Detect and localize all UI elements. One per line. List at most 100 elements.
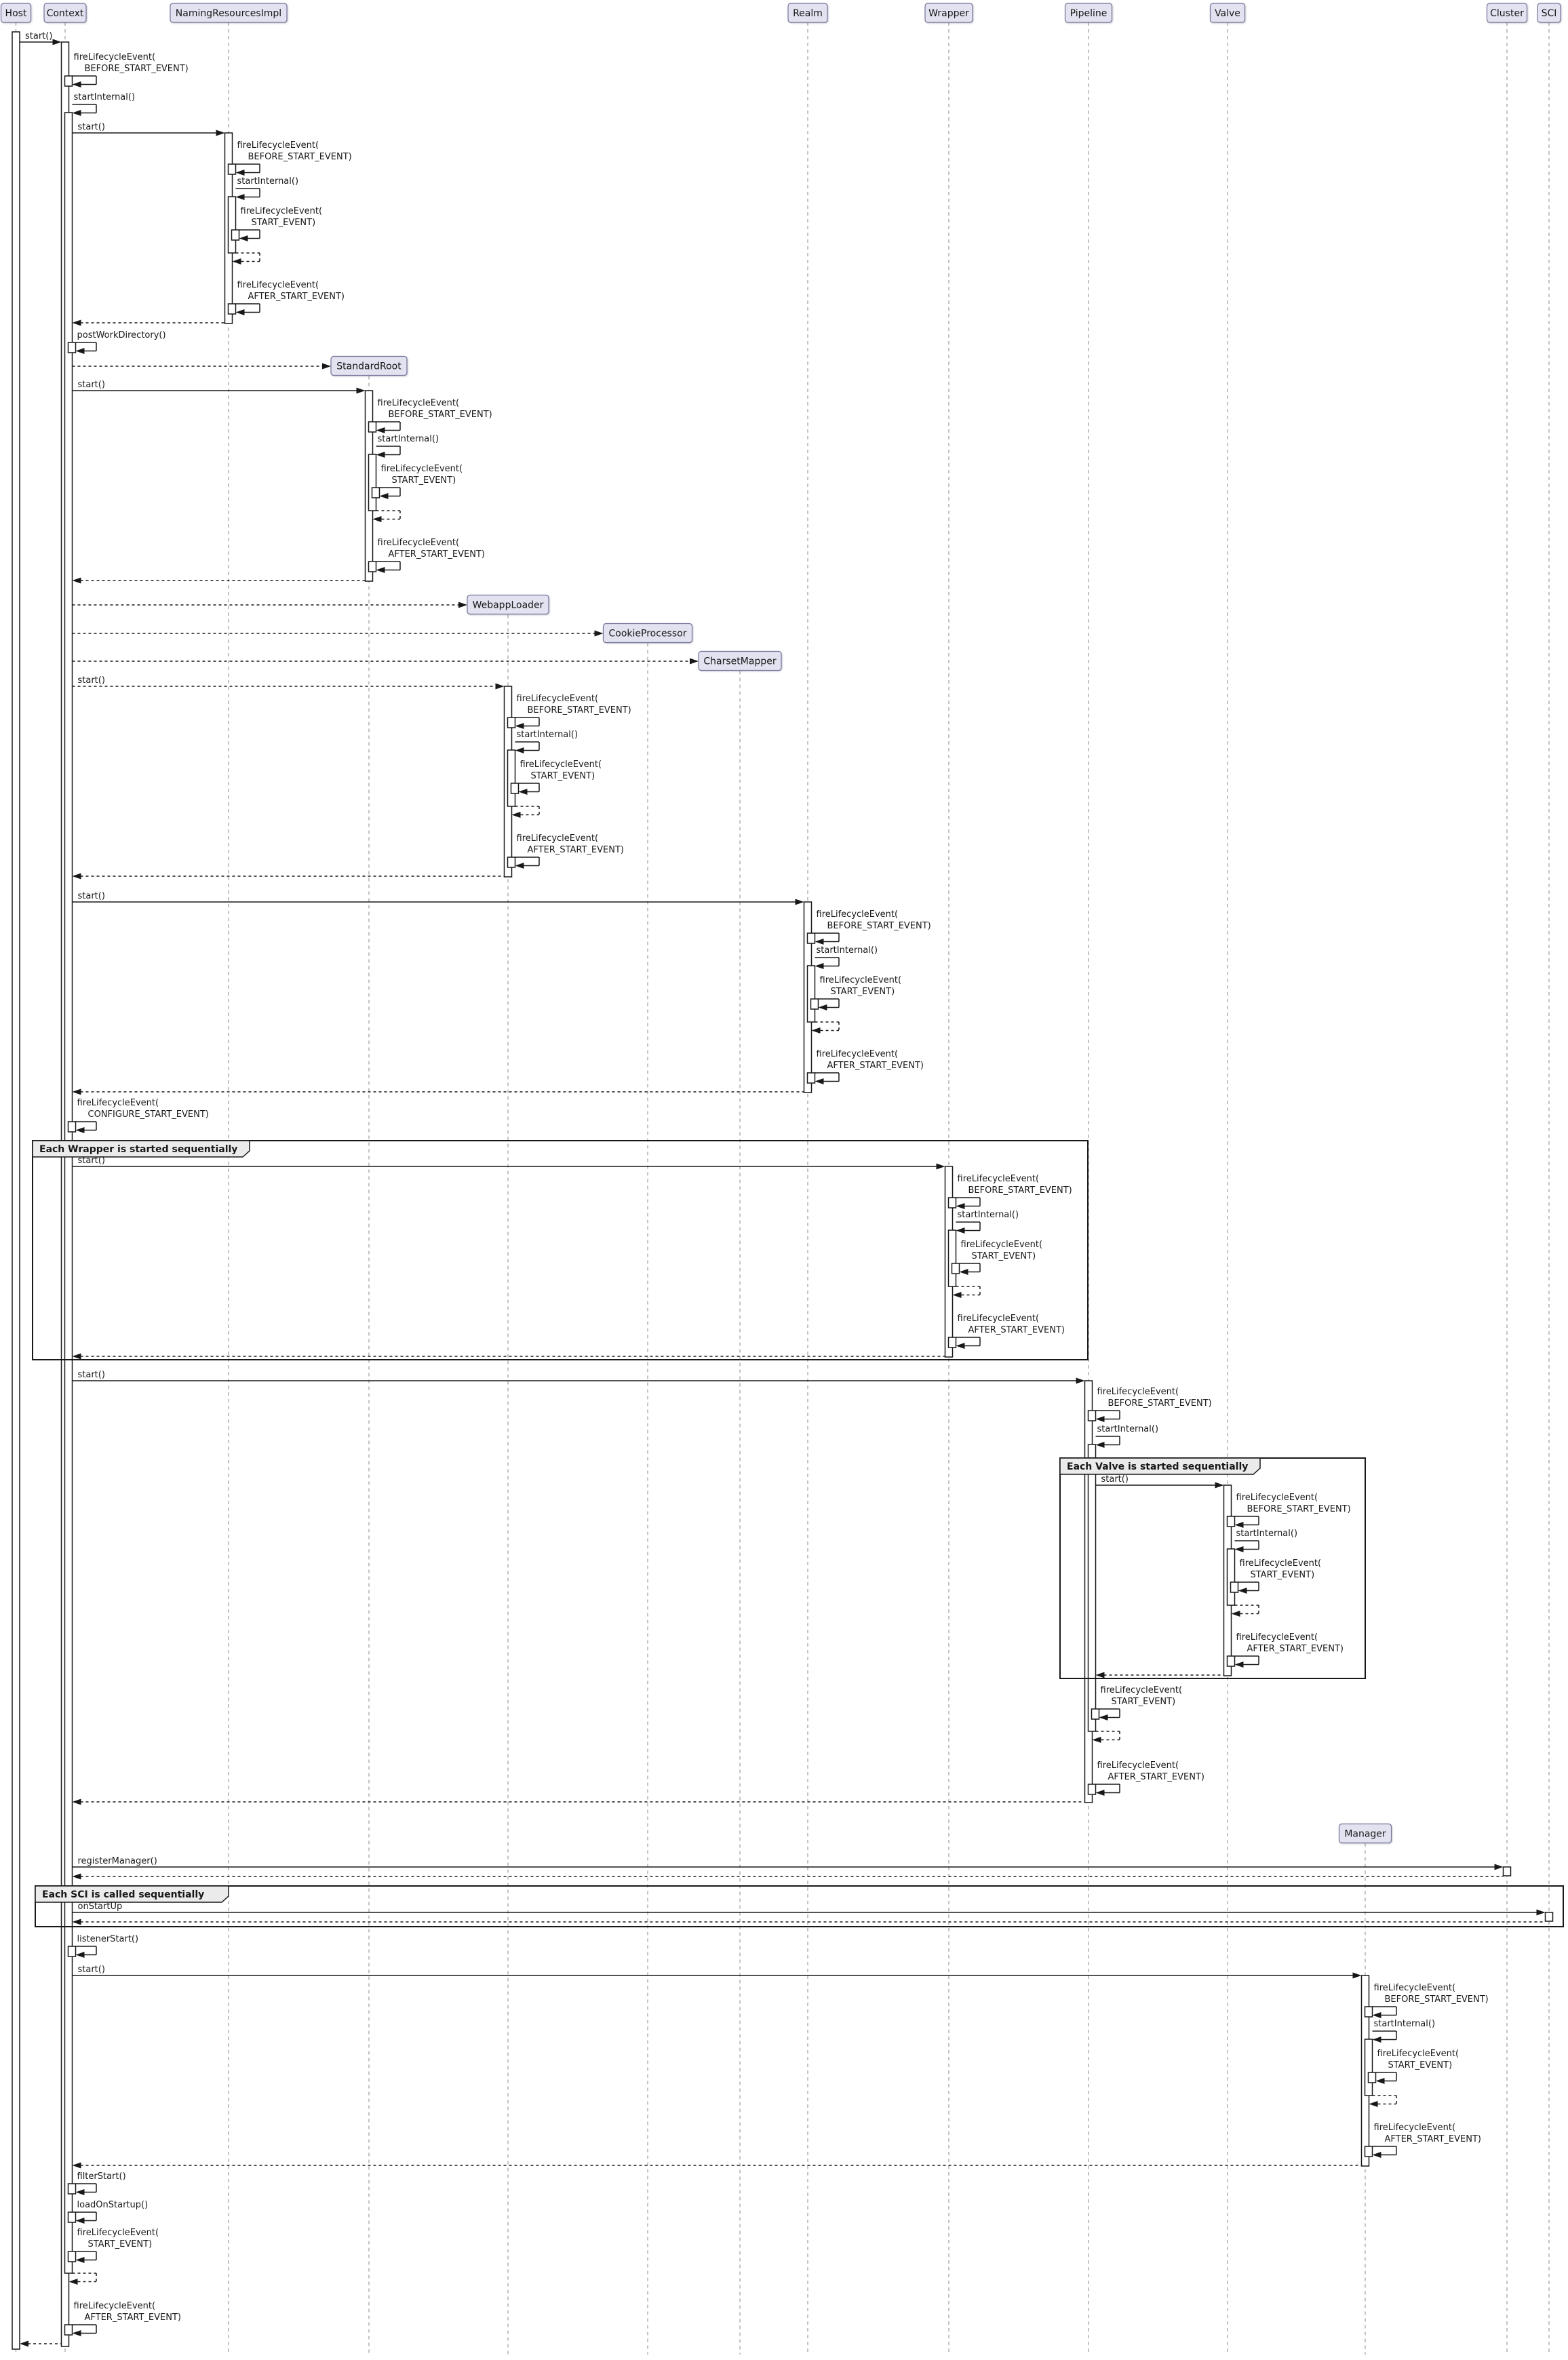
- self-call-arrowhead-icon: [72, 2330, 81, 2336]
- activation-nested-context: [67, 342, 77, 353]
- message-label-line: fireLifecycleEvent(: [74, 52, 156, 62]
- return-arrowhead-icon: [72, 1919, 81, 1925]
- message-label-line: START_EVENT): [1388, 2060, 1453, 2070]
- self-message-label: fireLifecycleEvent(START_EVENT): [1101, 1685, 1183, 1707]
- message-label-line: START_EVENT): [531, 771, 595, 781]
- self-call-arrowhead-icon: [75, 2189, 85, 2195]
- self-message-label: startInternal(): [378, 434, 439, 444]
- message-label-line: registerManager(): [78, 1856, 157, 1866]
- activation-wrapper: [947, 1230, 957, 1287]
- message-label-line: START_EVENT): [831, 987, 895, 997]
- self-message-label: fireLifecycleEvent(START_EVENT): [520, 760, 602, 781]
- activation-nested-context: [64, 2324, 73, 2336]
- participant-label-sci: SCI: [1542, 8, 1557, 19]
- activation-nested-pipeline: [1087, 1410, 1097, 1421]
- self-call-arrowhead-icon: [75, 2257, 85, 2263]
- self-call-arrowhead-icon: [815, 939, 824, 945]
- call-arrowhead-icon: [936, 1163, 945, 1170]
- message-label-line: fireLifecycleEvent(: [77, 1098, 159, 1108]
- activation-valve: [1226, 1548, 1236, 1606]
- return-arrowhead-icon: [72, 319, 81, 326]
- activation-context: [64, 112, 73, 2274]
- self-message-label: fireLifecycleEvent(AFTER_START_EVENT): [1236, 1632, 1344, 1654]
- activation-nested-realm: [810, 998, 819, 1010]
- participant-label-valve: Valve: [1215, 8, 1240, 19]
- activation-nested-context: [64, 75, 73, 87]
- self-return-arrowhead-icon: [68, 2279, 78, 2285]
- participant-cookieprocessor: CookieProcessor: [602, 623, 693, 644]
- activation-nested-pipeline: [1087, 1784, 1097, 1795]
- message-label-line: start(): [78, 380, 105, 390]
- self-call-arrowhead-icon: [75, 348, 85, 354]
- self-call-arrowhead-icon: [815, 1078, 824, 1084]
- self-call-arrowhead-icon: [959, 1269, 968, 1275]
- message-label-line: start(): [78, 891, 105, 901]
- message-label-line: start(): [25, 31, 52, 41]
- message-label-line: loadOnStartup(): [77, 2200, 149, 2210]
- self-message-label: fireLifecycleEvent(BEFORE_START_EVENT): [1374, 1983, 1489, 2005]
- activation-nested-webapploader: [507, 857, 516, 868]
- message-label-line: fireLifecycleEvent(: [1236, 1632, 1318, 1643]
- self-message-label: fireLifecycleEvent(AFTER_START_EVENT): [1374, 2123, 1482, 2144]
- participant-box-wrapper: [924, 3, 973, 23]
- activation-nested-context: [67, 2183, 77, 2195]
- participant-label-cookieprocessor: CookieProcessor: [609, 629, 687, 640]
- activation-nested-context: [67, 1121, 77, 1133]
- activation-nested-manager: [1364, 2006, 1373, 2018]
- activation-pipeline: [1087, 1444, 1097, 1732]
- frame-0: Each Wrapper is started sequentially: [32, 1140, 1089, 1360]
- self-call-arrowhead-icon: [1234, 1522, 1244, 1528]
- activation-nested-realm: [806, 932, 816, 944]
- message-label-line: startInternal(): [517, 730, 579, 740]
- self-message-label: fireLifecycleEvent(BEFORE_START_EVENT): [378, 398, 492, 420]
- message-label-line: startInternal(): [1097, 1424, 1159, 1434]
- self-message-label: fireLifecycleEvent(AFTER_START_EVENT): [237, 280, 345, 302]
- self-call-arrowhead-icon: [1372, 2012, 1381, 2018]
- activation-cluster: [1502, 1866, 1512, 1876]
- self-message-label: startInternal(): [1097, 1424, 1159, 1434]
- message-label-line: AFTER_START_EVENT): [968, 1325, 1065, 1335]
- frame-label-pentagon: [32, 1140, 250, 1158]
- message-label-line: start(): [78, 122, 105, 132]
- message-label-line: AFTER_START_EVENT): [528, 845, 625, 855]
- participant-label-standardroot: StandardRoot: [336, 361, 401, 372]
- message-label-line: START_EVENT): [88, 2239, 153, 2249]
- activation-nested-manager: [1364, 2146, 1373, 2157]
- activation-nested-standardroot: [368, 561, 377, 572]
- participant-label-context: Context: [47, 8, 84, 19]
- call-message-label: start(): [78, 675, 105, 686]
- self-message-label: fireLifecycleEvent(BEFORE_START_EVENT): [74, 52, 189, 74]
- message-label-line: onStartUp: [78, 1902, 123, 1912]
- self-call-arrowhead-icon: [518, 789, 528, 795]
- call-message-label: registerManager(): [78, 1856, 157, 1866]
- participant-webapploader: WebappLoader: [467, 594, 549, 615]
- self-call-arrowhead-icon: [956, 1227, 965, 1234]
- message-label-line: fireLifecycleEvent(: [958, 1314, 1040, 1324]
- message-label-line: fireLifecycleEvent(: [381, 464, 463, 474]
- message-label-line: BEFORE_START_EVENT): [827, 921, 931, 931]
- participant-host: Host: [0, 3, 32, 23]
- self-call-arrowhead-icon: [376, 427, 385, 433]
- self-call-arrowhead-icon: [235, 170, 245, 176]
- self-call-arrowhead-icon: [75, 1127, 85, 1133]
- self-return-arrowhead-icon: [1231, 1611, 1240, 1617]
- participant-label-charsetmapper: CharsetMapper: [703, 656, 776, 667]
- message-label-line: fireLifecycleEvent(: [1097, 1761, 1179, 1771]
- activation-nested-standardroot: [371, 487, 380, 498]
- self-call-arrowhead-icon: [239, 235, 248, 241]
- self-return-arrowhead-icon: [1369, 2101, 1378, 2107]
- message-label-line: startInternal(): [1236, 1529, 1298, 1539]
- participant-label-wrapper: Wrapper: [928, 8, 969, 19]
- call-arrowhead-icon: [1215, 1482, 1224, 1489]
- message-label-line: BEFORE_START_EVENT): [1385, 1994, 1489, 2005]
- activation-nested-pipeline: [1091, 1708, 1100, 1720]
- message-label-line: start(): [1101, 1474, 1129, 1484]
- participant-box-host: [0, 3, 32, 23]
- message-label-line: AFTER_START_EVENT): [827, 1061, 924, 1071]
- participant-wrapper: Wrapper: [924, 3, 973, 23]
- return-arrowhead-icon: [72, 1353, 81, 1360]
- frame-2: Each SCI is called sequentially: [35, 1885, 1564, 1927]
- call-message-label: start(): [78, 122, 105, 132]
- message-label-line: START_EVENT): [972, 1251, 1036, 1261]
